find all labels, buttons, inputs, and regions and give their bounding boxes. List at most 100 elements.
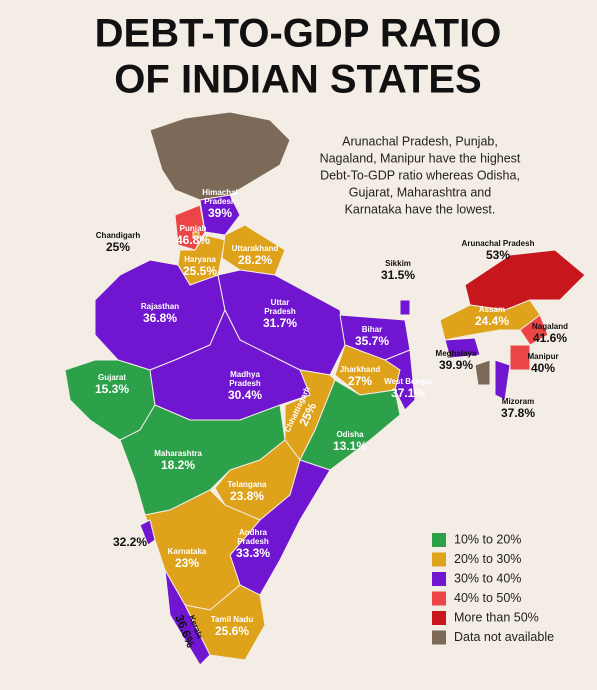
state-name: Pradesh <box>237 537 269 546</box>
state-name: Assam <box>479 305 505 314</box>
state <box>164 569 211 666</box>
state-name: Odisha <box>336 430 364 439</box>
state-value: 35.7% <box>355 334 389 348</box>
annotation-line: Gujarat, Maharashtra and <box>349 185 491 199</box>
state-value: 39.9% <box>439 358 473 372</box>
annotation-line: Karnataka have the lowest. <box>345 202 496 216</box>
state <box>509 344 531 371</box>
state-name: Chandigarh <box>96 231 141 240</box>
state-name: Sikkim <box>385 259 411 268</box>
state-value: 33.3% <box>236 546 270 560</box>
state-name: Jharkhand <box>340 365 381 374</box>
state-name: Gujarat <box>98 373 126 382</box>
state-value: 46.8% <box>176 233 210 247</box>
state-name: Pradesh <box>204 197 236 206</box>
legend: 10% to 20% 20% to 30% 30% to 40% 40% to 50%… <box>432 532 554 645</box>
map <box>64 194 586 666</box>
title: DEBT-TO-GDP RATIO <box>95 12 502 56</box>
annotation: Arunachal Pradesh, Punjab, Nagaland, Mani… <box>320 134 521 216</box>
state-name: Karnataka <box>168 547 207 556</box>
state-name: Haryana <box>184 255 216 264</box>
state-name: Maharashtra <box>154 449 202 458</box>
legend-label: 40% to 50% <box>454 591 521 605</box>
state <box>174 204 206 251</box>
legend-swatch <box>432 611 446 625</box>
legend-label: 30% to 40% <box>454 571 521 585</box>
state <box>383 349 416 411</box>
state-name: Tamil Nadu <box>211 615 254 624</box>
state-value: 37.8% <box>501 406 535 420</box>
state <box>192 231 200 239</box>
state-value: 25.5% <box>183 264 217 278</box>
state-value: 25.6% <box>215 624 249 638</box>
state-value: 13.1% <box>333 439 367 453</box>
legend-swatch <box>432 630 446 645</box>
state-name: Nagaland <box>532 322 568 331</box>
state-value: 32.2% <box>113 535 147 549</box>
legend-label: 10% to 20% <box>454 532 521 546</box>
legend-label: 20% to 30% <box>454 552 521 566</box>
state <box>184 584 266 661</box>
state-name: Arunachal Pradesh <box>462 239 535 248</box>
state-value: 31.5% <box>381 268 415 282</box>
state <box>399 299 411 316</box>
annotation-line: Debt-To-GDP ratio whereas Odisha, <box>320 168 520 182</box>
annotation-line: Arunachal Pradesh, Punjab, <box>342 134 498 148</box>
region-no-data <box>149 111 291 201</box>
state-value: 37.1% <box>391 386 425 400</box>
legend-label: More than 50% <box>454 610 539 624</box>
state-name: Uttarakhand <box>232 244 279 253</box>
state <box>144 489 261 611</box>
state-name: Mizoram <box>502 397 534 406</box>
state-value: 24.4% <box>475 314 509 328</box>
legend-label: Data not available <box>454 630 554 644</box>
state-value: 23.8% <box>230 489 264 503</box>
state-value: 15.3% <box>95 382 129 396</box>
state-name: Andhra <box>239 528 268 537</box>
title: OF INDIAN STATES <box>114 58 481 102</box>
state-value: 39% <box>208 206 232 220</box>
map-labels: HimachalPradesh39%Punjab46.8%Chandigarh2… <box>95 188 568 650</box>
state-value: 41.6% <box>533 331 567 345</box>
state-value: 40% <box>531 361 555 375</box>
state-name: Bihar <box>362 325 382 334</box>
state-value: 30.4% <box>228 388 262 402</box>
state-value: 23% <box>175 556 199 570</box>
state-name: West Bengal <box>384 377 432 386</box>
region-no-data <box>474 359 491 386</box>
state-value: 18.2% <box>161 458 195 472</box>
state <box>519 314 549 346</box>
legend-swatch <box>432 591 446 606</box>
state-name: Pradesh <box>264 307 296 316</box>
state-name: Telangana <box>228 480 268 489</box>
state-value: 31.7% <box>263 316 297 330</box>
state-name: Pradesh <box>229 379 261 388</box>
state-name: Rajasthan <box>141 302 179 311</box>
state-value: 27% <box>348 374 372 388</box>
state-name: Meghalaya <box>436 349 477 358</box>
state-name: Uttar <box>271 298 290 307</box>
annotation-line: Nagaland, Manipur have the highest <box>320 151 521 165</box>
